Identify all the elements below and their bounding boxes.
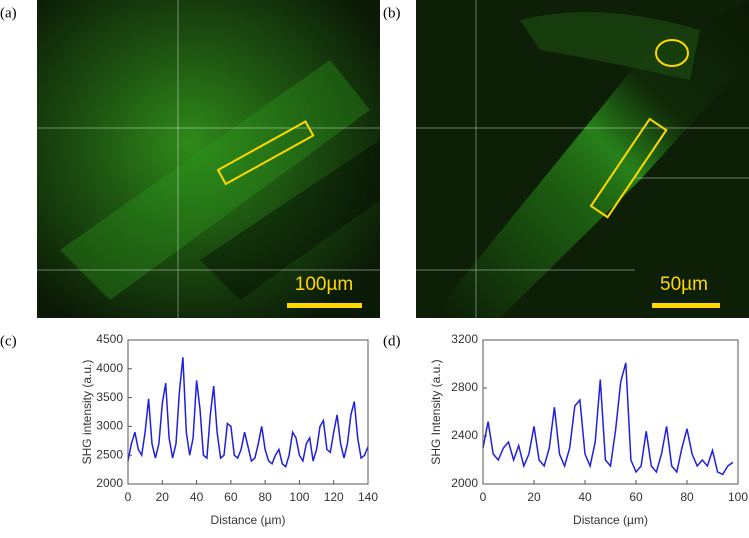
y-tick-label: 2000 [96, 476, 123, 490]
plot-frame [482, 339, 739, 485]
y-axis-label: SHG intensity (a.u.) [80, 360, 94, 465]
x-tick-label: 140 [358, 490, 378, 504]
scale-bar-label: 50µm [660, 274, 708, 295]
panel-label: (b) [383, 5, 401, 21]
x-tick-label: 40 [190, 490, 204, 504]
y-tick-label: 3500 [96, 390, 123, 404]
x-tick-label: 0 [480, 490, 487, 504]
x-tick-label: 80 [258, 490, 272, 504]
scale-bar-label: 100µm [295, 274, 353, 295]
micrograph: 100µm [37, 0, 380, 318]
panel-label: (a) [0, 5, 17, 21]
x-tick-label: 0 [125, 490, 132, 504]
x-tick-label: 80 [680, 490, 694, 504]
y-tick-label: 4500 [96, 332, 123, 346]
y-tick-label: 2800 [451, 380, 478, 394]
x-tick-label: 60 [224, 490, 238, 504]
y-tick-label: 2400 [451, 428, 478, 442]
y-tick-label: 4000 [96, 361, 123, 375]
x-tick-label: 100 [728, 490, 748, 504]
micrograph: 50µm [416, 0, 749, 318]
y-tick-label: 3200 [451, 332, 478, 346]
y-axis-label: SHG Intensity (a.u.) [429, 359, 443, 464]
y-tick-label: 2500 [96, 447, 123, 461]
x-tick-label: 40 [578, 490, 592, 504]
y-tick-label: 2000 [451, 476, 478, 490]
data-line [482, 362, 734, 476]
x-tick-label: 120 [324, 490, 344, 504]
data-line [127, 357, 369, 469]
x-tick-label: 20 [527, 490, 541, 504]
x-axis-label: Distance (µm) [573, 513, 648, 527]
panel-label: (d) [383, 333, 401, 349]
plot-frame [127, 339, 369, 485]
y-tick-label: 3000 [96, 419, 123, 433]
x-tick-label: 60 [629, 490, 643, 504]
panel-label: (c) [0, 333, 17, 349]
x-tick-label: 100 [289, 490, 309, 504]
x-tick-label: 20 [156, 490, 170, 504]
x-axis-label: Distance (µm) [211, 513, 286, 527]
